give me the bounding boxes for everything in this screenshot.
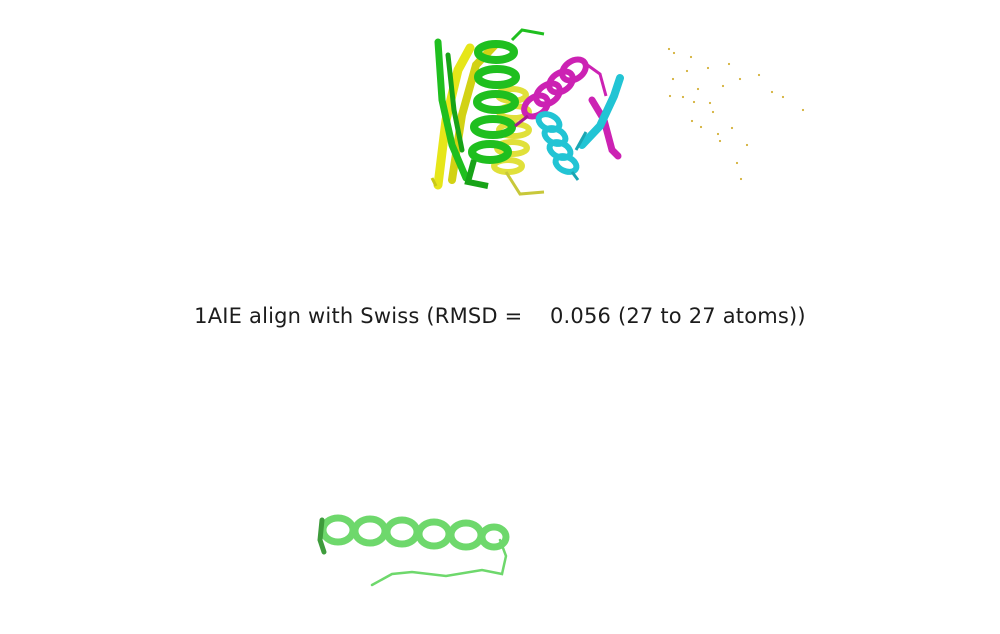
green-helix (464, 28, 545, 189)
magenta-helix (514, 56, 608, 128)
water-dots (667, 47, 805, 181)
green-beta-strand (434, 38, 470, 182)
top-tetramer (430, 28, 624, 196)
magenta-beta-strand (588, 96, 622, 160)
single-helix-model (317, 514, 510, 587)
cyan-beta-strand (574, 74, 624, 151)
alignment-caption: 1AIE align with Swiss (RMSD = 0.056 (27 … (194, 304, 806, 328)
cyan-helix (535, 111, 580, 181)
